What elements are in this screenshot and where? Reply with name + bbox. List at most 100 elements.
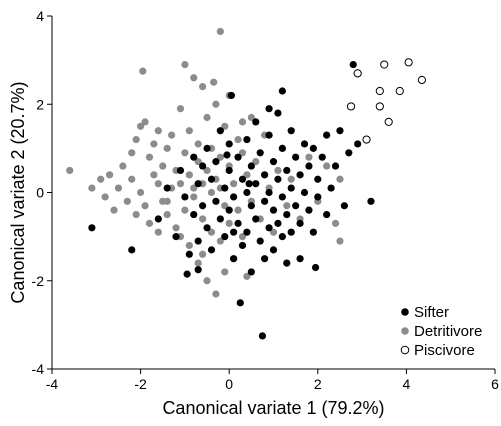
data-point-sifter [296,255,304,263]
data-point-sifter [256,237,264,245]
data-point-sifter [216,127,224,135]
y-tick-label: 0 [36,185,44,201]
data-point-sifter [305,206,313,214]
data-point-sifter [265,131,273,139]
x-tick-label: 6 [491,376,499,392]
data-point-sifter [323,210,331,219]
data-point-detritivore [194,158,202,166]
data-point-detritivore [185,127,193,135]
data-point-detritivore [176,180,185,188]
data-point-piscivore [395,86,404,96]
data-point-sifter [234,219,242,227]
data-point-detritivore [336,175,344,183]
data-point-detritivore [110,206,118,214]
data-point-sifter [176,166,185,175]
data-point-detritivore [207,188,216,197]
data-point-detritivore [114,184,123,192]
data-point-piscivore [362,135,371,144]
data-point-detritivore [168,131,176,139]
data-point-sifter [269,158,278,166]
data-point-sifter [261,255,269,263]
data-point-piscivore [404,58,413,67]
data-point-sifter [300,188,309,197]
data-point-sifter [283,259,291,267]
data-point-sifter [252,180,260,188]
data-point-sifter [216,215,224,223]
data-point-sifter [345,149,353,157]
data-point-sifter [287,184,295,192]
data-point-detritivore [216,237,224,245]
data-point-sifter [287,228,295,236]
data-point-sifter [207,246,216,254]
data-point-detritivore [238,233,247,241]
y-axis-title: Canonical variate 2 (20.7%) [8,81,28,303]
data-point-detritivore [234,135,242,144]
data-point-sifter [88,224,96,232]
data-point-detritivore [252,158,260,166]
data-point-sifter [274,219,282,227]
data-point-detritivore [145,219,154,227]
data-point-sifter [212,158,220,166]
data-point-detritivore [105,171,114,179]
data-point-detritivore [150,140,158,148]
data-point-detritivore [194,259,202,267]
y-axis-ticks: -4 -2 0 2 4 [32,8,52,377]
plot-marks [66,27,427,340]
data-point-sifter [278,193,286,201]
data-point-sifter [238,241,247,250]
data-point-detritivore [181,60,189,69]
x-tick-label: 0 [225,376,233,392]
data-point-detritivore [119,162,127,170]
data-point-detritivore [190,184,198,192]
data-point-detritivore [123,197,131,205]
data-point-detritivore [238,149,247,157]
data-point-detritivore [210,78,218,86]
data-point-sifter [256,149,264,157]
x-axis-title: Canonical variate 1 (79.2%) [162,398,384,418]
data-point-detritivore [199,83,207,91]
data-point-detritivore [181,206,189,214]
data-point-sifter [190,210,198,219]
data-point-detritivore [203,113,211,122]
data-point-sifter [221,184,229,192]
data-point-detritivore [137,122,145,130]
legend-marker [400,345,410,355]
data-point-detritivore [137,188,145,197]
data-point-sifter [199,202,207,210]
data-point-sifter [354,140,362,148]
data-point-detritivore [141,118,149,126]
data-point-detritivore [66,166,74,175]
data-point-detritivore [221,202,229,210]
data-point-sifter [327,184,335,192]
data-point-sifter [212,197,220,205]
data-point-sifter [236,299,244,307]
data-point-sifter [274,175,282,183]
legend-label: Sifter [414,304,449,321]
data-point-sifter [154,215,162,223]
data-point-sifter [305,162,313,170]
data-point-detritivore [139,67,147,75]
data-point-detritivore [199,215,207,223]
data-point-sifter [199,162,207,170]
legend-marker [401,327,409,335]
data-point-sifter [283,166,291,175]
data-point-sifter [194,266,202,274]
data-point-detritivore [234,206,242,214]
data-point-detritivore [154,127,162,135]
data-point-piscivore [375,86,384,96]
data-point-detritivore [181,149,189,157]
data-point-detritivore [150,171,158,179]
data-point-sifter [265,188,273,197]
data-point-sifter [247,202,255,210]
data-point-sifter [234,153,242,161]
data-point-sifter [230,228,238,236]
data-point-piscivore [417,75,427,85]
series-detritivore [66,27,344,298]
data-point-sifter [243,188,251,197]
data-point-detritivore [221,268,229,276]
data-point-sifter [278,144,286,152]
data-point-detritivore [212,100,220,108]
data-point-sifter [278,87,286,95]
data-point-piscivore [375,102,384,111]
legend-label: Detritivore [414,323,482,340]
